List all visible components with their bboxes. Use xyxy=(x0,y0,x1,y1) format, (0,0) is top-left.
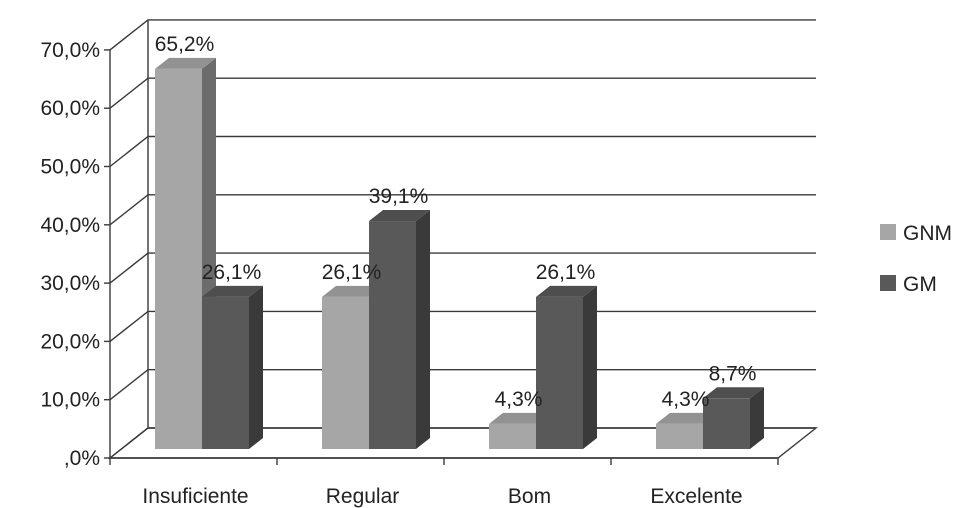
legend-label: GM xyxy=(903,273,937,296)
data-label: 26,1% xyxy=(536,261,596,284)
y-tick-label: 10,0% xyxy=(40,389,100,412)
bar-top xyxy=(322,285,383,297)
bar xyxy=(202,296,249,449)
legend-swatch xyxy=(880,275,896,291)
chart-bars xyxy=(155,57,764,449)
data-label: 39,1% xyxy=(369,185,429,208)
bar-side xyxy=(416,210,430,449)
bar-side xyxy=(583,285,597,449)
y-tick-label: 30,0% xyxy=(40,272,100,295)
bar xyxy=(656,423,703,449)
gridline xyxy=(109,19,816,51)
chart-data-labels: 65,2% 26,1% 26,1% 39,1% 4,3% 26,1% 4,3% 8,7% xyxy=(155,33,757,411)
y-tick-label: 20,0% xyxy=(40,330,100,353)
x-category-label: Regular xyxy=(326,485,400,508)
bar-top xyxy=(656,412,717,424)
bar xyxy=(369,221,416,449)
bar-top xyxy=(703,387,764,399)
chart-axes: ,0% 10,0% 20,0% 30,0% 40,0% 50,0% 60,0% 70,0% In… xyxy=(40,39,779,508)
bar xyxy=(155,68,202,449)
bar-top xyxy=(202,285,263,297)
x-category-label: Insuficiente xyxy=(142,485,248,508)
y-tick-label: 40,0% xyxy=(40,214,100,237)
bar-top xyxy=(369,210,430,222)
data-label: 4,3% xyxy=(662,388,710,411)
data-label: 8,7% xyxy=(709,362,757,385)
bar xyxy=(489,423,536,449)
data-label: 26,1% xyxy=(202,261,262,284)
y-tick-label: 50,0% xyxy=(40,156,100,179)
bar-top xyxy=(489,412,550,424)
legend-label: GNM xyxy=(903,222,952,245)
data-label: 4,3% xyxy=(495,388,543,411)
y-tick-label: ,0% xyxy=(64,447,100,470)
legend-swatch xyxy=(880,224,896,240)
bar xyxy=(536,296,583,449)
chart-gridlines xyxy=(107,19,819,459)
bar-side xyxy=(750,387,764,449)
y-tick-label: 70,0% xyxy=(40,39,100,62)
data-label: 65,2% xyxy=(155,33,215,56)
bar-side xyxy=(249,285,263,449)
chart-legend: GNM GM xyxy=(880,222,952,296)
bar xyxy=(703,398,750,449)
bar-top xyxy=(536,285,597,297)
x-category-label: Excelente xyxy=(650,485,742,508)
bar-top xyxy=(155,57,216,69)
y-tick-label: 60,0% xyxy=(40,97,100,120)
data-label: 26,1% xyxy=(322,261,382,284)
x-category-label: Bom xyxy=(508,485,551,508)
bar xyxy=(322,296,369,449)
